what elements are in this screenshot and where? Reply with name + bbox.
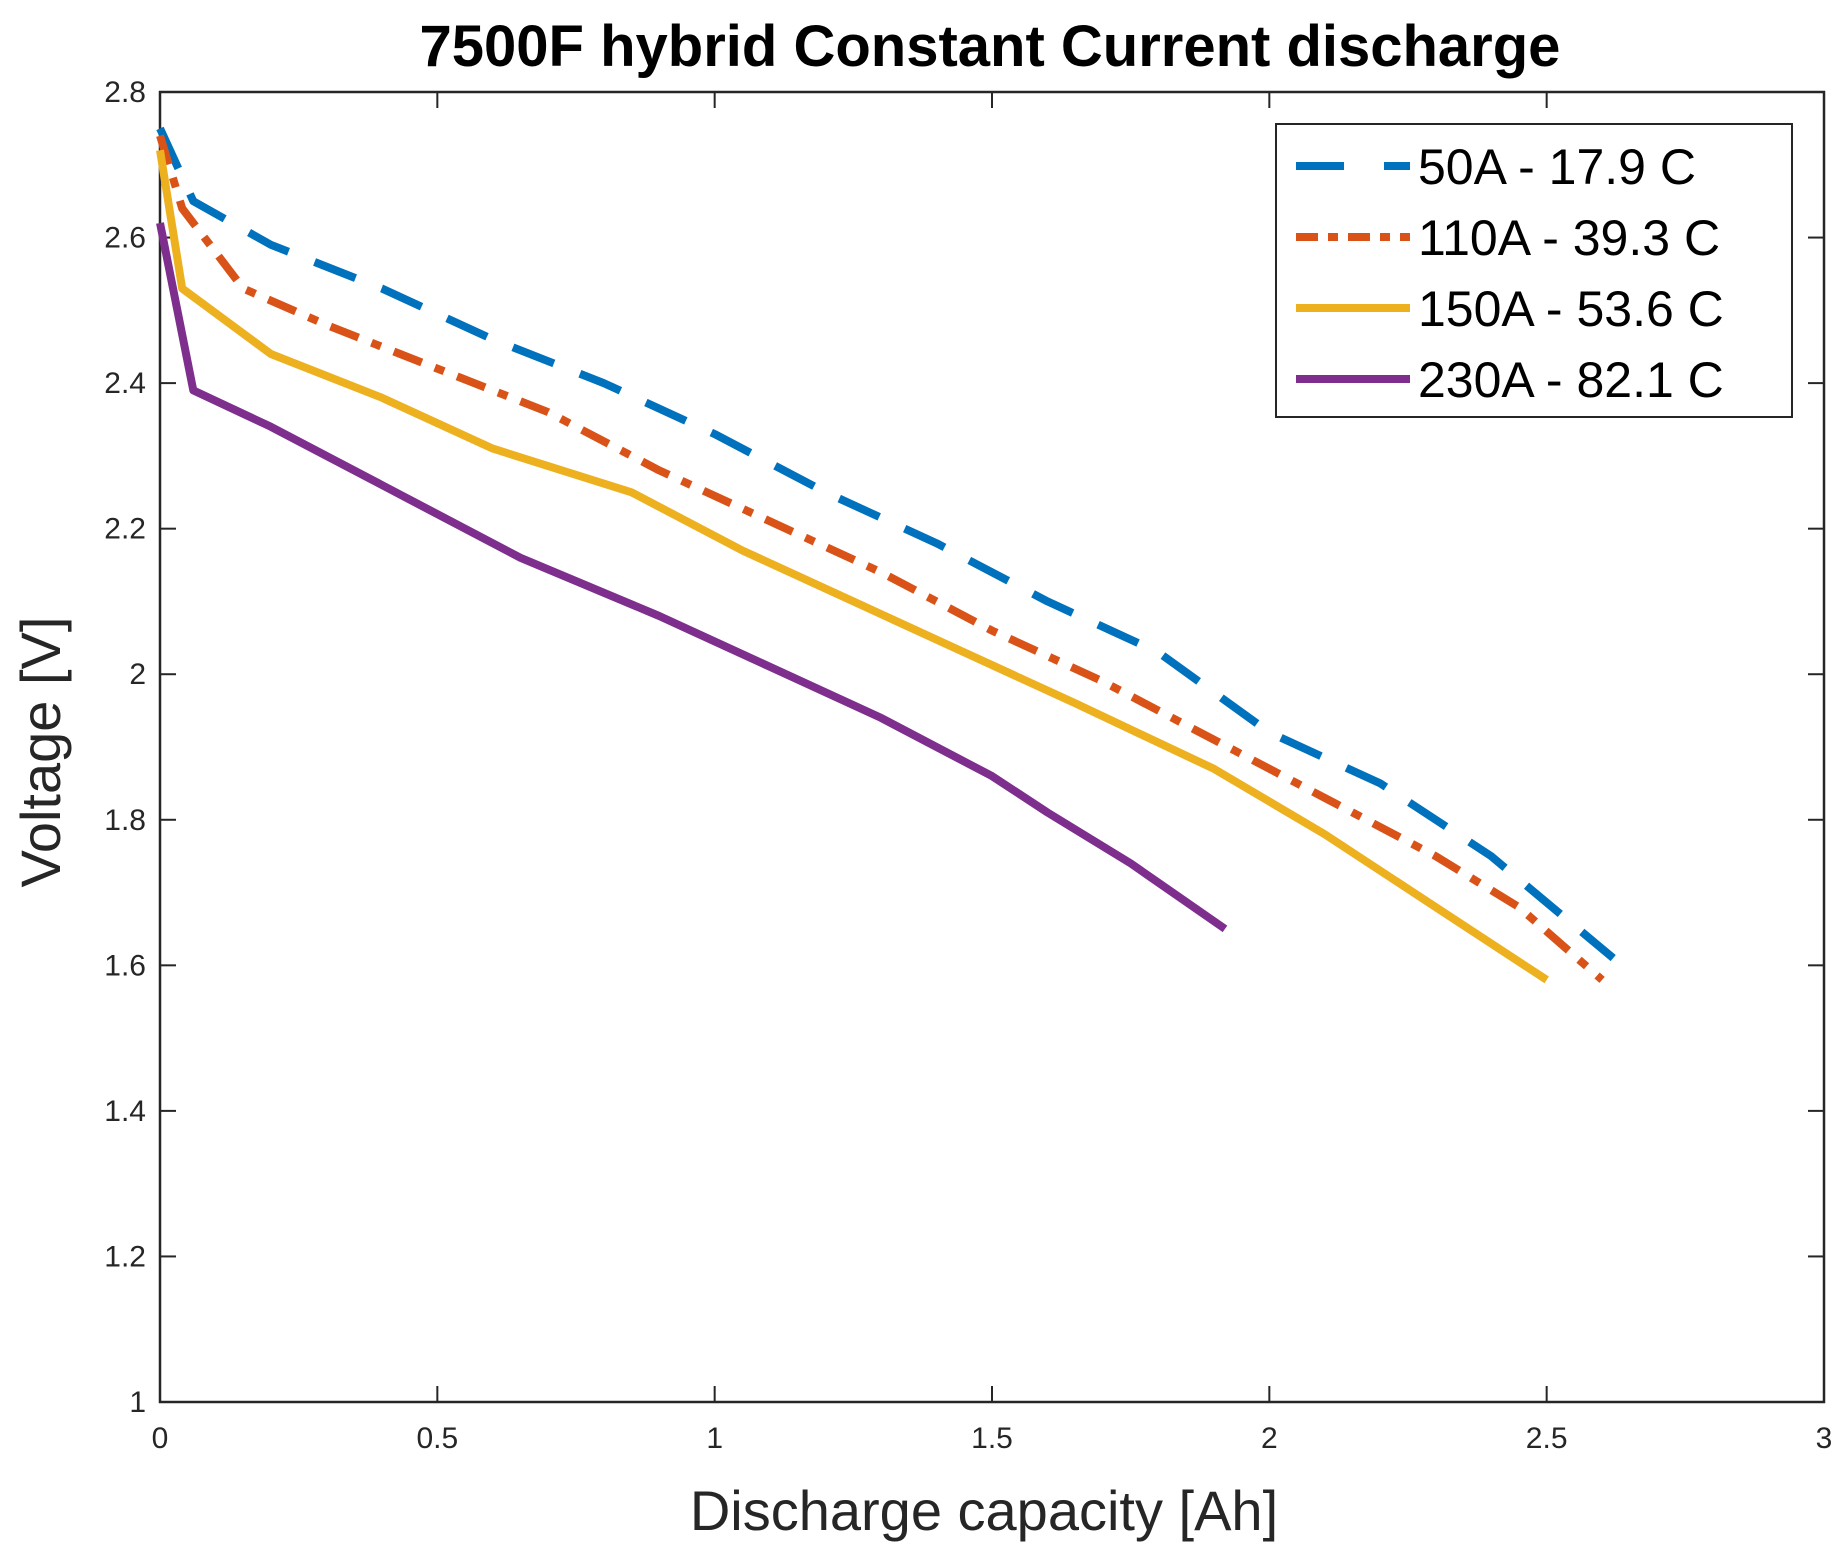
y-tick-label: 1	[129, 1386, 146, 1419]
x-tick-label: 2	[1261, 1422, 1278, 1455]
legend-box	[1275, 123, 1793, 418]
legend-entries: 50A - 17.9 C 110A - 39.3 C 150A - 53.6 C 23…	[1296, 139, 1724, 408]
legend-label-3: 150A - 53.6 C	[1418, 281, 1724, 337]
legend-label-1: 50A - 17.9 C	[1418, 139, 1696, 195]
series-lines	[156, 126, 1616, 984]
y-tick-label: 2.8	[104, 76, 146, 109]
legend-label-2: 110A - 39.3 C	[1418, 210, 1720, 266]
plot-area: 0 0.5 1 1.5 2 2.5 3 1 1.2 1.4 1.6 1.8 2 2.2 2.4 2.6 2.8	[104, 76, 1832, 1455]
x-tick-label: 2.5	[1526, 1422, 1568, 1455]
series-line-3	[156, 149, 1549, 984]
y-tick-label: 1.8	[104, 804, 146, 837]
y-tick-label: 2.6	[104, 222, 146, 255]
chart-title: 7500F hybrid Constant Current discharge	[420, 14, 1561, 79]
legend: 50A - 17.9 C 110A - 39.3 C 150A - 53.6 C 23…	[1275, 123, 1793, 418]
y-axis-label: Voltage [V]	[9, 617, 72, 888]
x-tick-label: 0	[152, 1422, 169, 1455]
x-axis-ticks: 0 0.5 1 1.5 2 2.5 3	[152, 92, 1833, 1455]
x-axis-label: Discharge capacity [Ah]	[690, 1479, 1278, 1542]
series-line-4	[156, 222, 1228, 933]
y-tick-label: 1.2	[104, 1240, 146, 1273]
y-tick-label: 1.4	[104, 1095, 146, 1128]
series-line-2	[156, 134, 1605, 983]
x-tick-label: 3	[1816, 1422, 1833, 1455]
y-tick-label: 2	[129, 658, 146, 691]
x-tick-label: 0.5	[416, 1422, 458, 1455]
y-tick-label: 2.4	[104, 367, 146, 400]
legend-label-4: 230A - 82.1 C	[1418, 352, 1724, 408]
y-axis-ticks: 1 1.2 1.4 1.6 1.8 2 2.2 2.4 2.6 2.8	[104, 76, 1824, 1419]
y-tick-label: 1.6	[104, 949, 146, 982]
y-tick-label: 2.2	[104, 513, 146, 546]
x-tick-label: 1.5	[971, 1422, 1013, 1455]
x-tick-label: 1	[706, 1422, 723, 1455]
